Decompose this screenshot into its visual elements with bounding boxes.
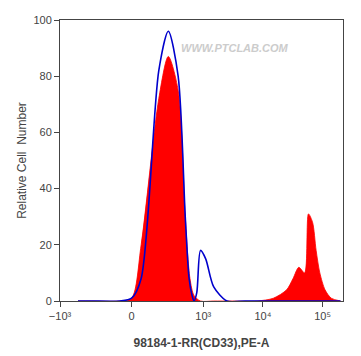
svg-text:20: 20: [40, 239, 52, 251]
svg-text:10⁵: 10⁵: [314, 310, 331, 322]
svg-text:100: 100: [33, 14, 51, 26]
svg-text:0: 0: [46, 295, 52, 307]
svg-text:Relative Cell Number: Relative Cell Number: [15, 102, 29, 219]
svg-text:0: 0: [129, 310, 135, 322]
svg-text:−10³: −10³: [49, 310, 72, 322]
svg-text:10³: 10³: [195, 310, 211, 322]
svg-text:WWW.PTCLAB.COM: WWW.PTCLAB.COM: [181, 42, 289, 54]
svg-text:10⁴: 10⁴: [254, 310, 271, 322]
svg-text:40: 40: [40, 182, 52, 194]
svg-text:98184-1-RR(CD33),PE-A: 98184-1-RR(CD33),PE-A: [133, 336, 269, 350]
svg-text:80: 80: [40, 70, 52, 82]
svg-text:60: 60: [40, 126, 52, 138]
